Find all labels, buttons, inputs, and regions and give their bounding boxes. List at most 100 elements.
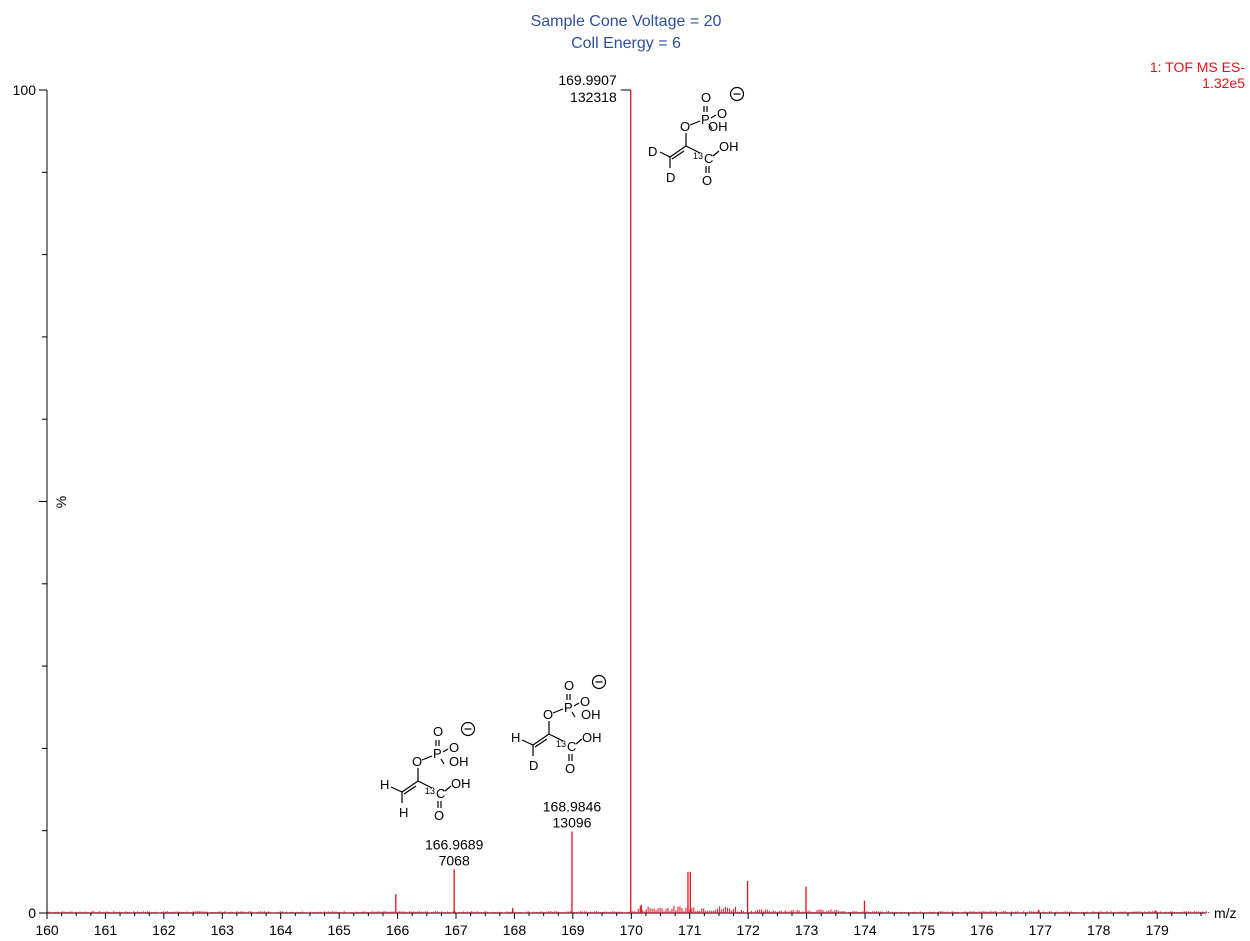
atom-oh-acid: OH bbox=[719, 139, 739, 154]
bond bbox=[417, 780, 433, 789]
bond bbox=[421, 755, 433, 761]
bond bbox=[712, 150, 720, 157]
chart-title-line-1: Sample Cone Voltage = 20 bbox=[531, 13, 722, 30]
atom-oh: OH bbox=[708, 119, 728, 134]
x-tick-label: 162 bbox=[152, 922, 176, 938]
negative-charge-circle bbox=[591, 674, 607, 690]
atom-oh-acid: OH bbox=[451, 776, 471, 791]
bond bbox=[532, 733, 550, 746]
bond bbox=[521, 739, 534, 746]
peak-label-mz: 169.9907 bbox=[558, 72, 617, 88]
y-tick-label-100: 100 bbox=[13, 82, 37, 98]
bond bbox=[552, 708, 564, 714]
atom-o-top: O bbox=[564, 678, 574, 693]
atom-o-top: O bbox=[433, 724, 443, 739]
bond bbox=[401, 780, 419, 793]
bond bbox=[689, 120, 701, 126]
atom-c: C bbox=[704, 151, 713, 166]
x-tick-label: 171 bbox=[678, 922, 702, 938]
atom-h: H bbox=[511, 730, 520, 745]
atom-oh: OH bbox=[581, 707, 601, 722]
atom-o-bridge: O bbox=[680, 119, 690, 134]
x-tick-label: 169 bbox=[561, 922, 585, 938]
axes: 160 161 162 163 164 165 166 167 168 169 170 171 172 1… bbox=[35, 89, 1206, 938]
atom-o-carbonyl: O bbox=[702, 173, 712, 188]
atom-o-carbonyl: O bbox=[565, 761, 575, 776]
peak-label-intensity: 7068 bbox=[439, 852, 470, 868]
bond bbox=[708, 123, 713, 130]
bond bbox=[573, 702, 580, 707]
x-tick-label: 165 bbox=[327, 922, 351, 938]
atom-p: P bbox=[701, 112, 710, 127]
bond bbox=[669, 145, 687, 158]
y-axis-label: % bbox=[53, 496, 69, 508]
x-tick-label: 176 bbox=[970, 922, 994, 938]
atom-h-2: H bbox=[399, 805, 408, 820]
x-tick-label: 172 bbox=[736, 922, 760, 938]
atom-o-top: O bbox=[701, 90, 711, 105]
atom-c: C bbox=[436, 786, 445, 801]
negative-charge-circle bbox=[460, 721, 476, 737]
x-tick-label: 164 bbox=[269, 922, 293, 938]
atom-o-minus: O bbox=[449, 740, 459, 755]
bond bbox=[659, 151, 671, 158]
x-tick-label: 166 bbox=[386, 922, 410, 938]
atom-oh-acid: OH bbox=[582, 730, 602, 745]
negative-charge-circle bbox=[729, 86, 745, 102]
atom-d-2: D bbox=[666, 170, 675, 185]
isotope-13: 13 bbox=[693, 151, 703, 161]
trace-label: 1: TOF MS ES- 1.32e5 bbox=[1150, 59, 1246, 91]
peak-label-mz: 168.9846 bbox=[543, 799, 602, 815]
atom-o-carbonyl: O bbox=[434, 808, 444, 823]
atom-d-1: D bbox=[648, 144, 657, 159]
peaks-layer bbox=[47, 90, 1209, 913]
atom-o-bridge: O bbox=[412, 754, 422, 769]
chart-title: Sample Cone Voltage = 20 Coll Energy = 6 bbox=[531, 13, 722, 52]
bond bbox=[548, 733, 564, 742]
bond bbox=[442, 748, 449, 753]
atom-p: P bbox=[433, 746, 442, 761]
atom-h-1: H bbox=[380, 777, 389, 792]
x-tick-label: 170 bbox=[620, 922, 644, 938]
trace-label-line-2: 1.32e5 bbox=[1202, 75, 1245, 91]
x-tick-label: 163 bbox=[211, 922, 235, 938]
x-tick-label: 161 bbox=[94, 922, 118, 938]
structure-166-9689: O P O O OH H H 13 C OH O bbox=[380, 721, 476, 823]
bond bbox=[571, 711, 576, 718]
atom-oh: OH bbox=[449, 754, 469, 769]
atom-c: C bbox=[567, 739, 576, 754]
bond bbox=[710, 114, 717, 119]
x-tick-label: 173 bbox=[795, 922, 819, 938]
peak-label-mz: 166.9689 bbox=[425, 836, 484, 852]
x-axis-label: m/z bbox=[1214, 905, 1237, 921]
atom-p: P bbox=[564, 700, 573, 715]
x-tick-label: 167 bbox=[444, 922, 468, 938]
structure-168-9846: O P O O OH H D 13 C OH O bbox=[511, 674, 607, 776]
atom-o-minus: O bbox=[717, 106, 727, 121]
x-tick-label: 179 bbox=[1145, 922, 1169, 938]
x-tick-label: 175 bbox=[912, 922, 936, 938]
peak-label-intensity: 13096 bbox=[553, 815, 592, 831]
bond bbox=[390, 786, 403, 793]
bond bbox=[575, 738, 583, 745]
trace-label-line-1: 1: TOF MS ES- bbox=[1150, 59, 1246, 75]
x-tick-label: 178 bbox=[1087, 922, 1111, 938]
bond bbox=[444, 785, 452, 792]
bond bbox=[403, 785, 417, 795]
x-tick-label: 160 bbox=[35, 922, 59, 938]
bond bbox=[534, 738, 548, 748]
x-tick-label: 177 bbox=[1029, 922, 1053, 938]
bond bbox=[685, 145, 701, 154]
chart-title-line-2: Coll Energy = 6 bbox=[571, 35, 681, 52]
isotope-13: 13 bbox=[556, 739, 566, 749]
peak-label-intensity: 132318 bbox=[570, 89, 617, 105]
structure-169-9907: O P O O OH D D 13 C OH O bbox=[648, 86, 745, 188]
bond bbox=[671, 150, 685, 160]
bond bbox=[440, 758, 445, 765]
atom-o-bridge: O bbox=[543, 707, 553, 722]
x-tick-label: 174 bbox=[853, 922, 877, 938]
atom-d: D bbox=[529, 758, 538, 773]
isotope-13: 13 bbox=[425, 786, 435, 796]
